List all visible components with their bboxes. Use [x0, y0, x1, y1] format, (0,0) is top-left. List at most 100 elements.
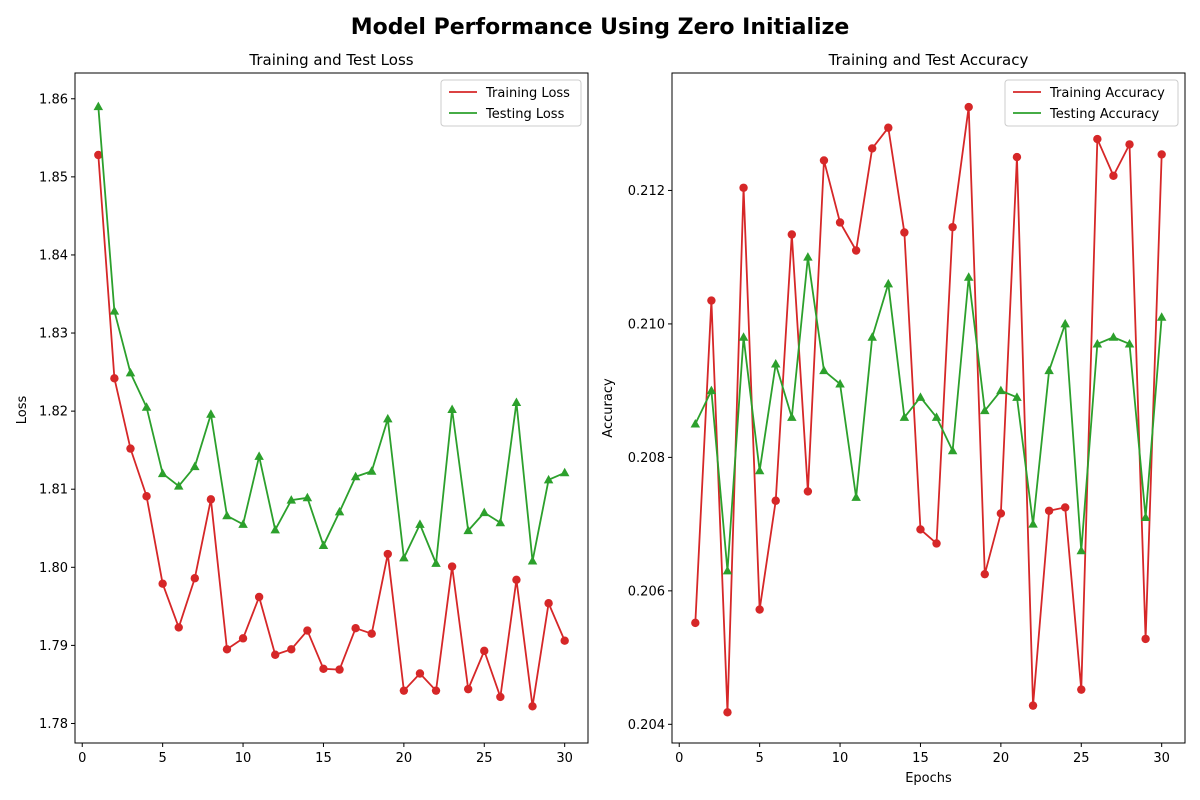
training-loss-point: [238, 634, 248, 643]
testing-loss-point: [270, 524, 280, 534]
training-loss-point: [287, 645, 296, 654]
training-loss-point: [158, 579, 167, 588]
loss-x-tick-label: 5: [159, 751, 167, 766]
testing-loss-point: [399, 552, 409, 562]
training-loss-point: [431, 686, 441, 695]
training-accuracy-line: [694, 106, 1163, 714]
accuracy-legend: Training Accuracy Testing Accuracy: [1004, 79, 1179, 127]
training-accuracy-point: [1125, 140, 1134, 149]
testing-accuracy-point: [803, 252, 813, 261]
testing-accuracy-point: [754, 465, 765, 475]
testing-loss-point: [334, 506, 345, 516]
accuracy-plot-area: [690, 102, 1167, 717]
accuracy-y-tick-label: 0.212: [628, 184, 665, 199]
testing-accuracy-point: [1012, 392, 1022, 401]
training-loss-point: [496, 692, 505, 702]
testing-accuracy-point: [980, 405, 990, 415]
training-accuracy-point: [1077, 685, 1086, 694]
training-accuracy-point: [1012, 152, 1022, 162]
training-loss-point: [367, 629, 376, 638]
training-accuracy-point: [755, 605, 764, 614]
loss-y-tick-label: 1.80: [39, 561, 68, 576]
testing-accuracy-point: [690, 419, 701, 428]
testing-loss-point: [93, 101, 104, 111]
testing-accuracy-point: [706, 385, 717, 395]
training-accuracy-point: [884, 123, 893, 132]
accuracy-x-tick-label: 30: [1153, 751, 1170, 766]
testing-accuracy-point: [851, 492, 861, 501]
training-accuracy-point: [948, 222, 957, 232]
testing-accuracy-point: [1108, 332, 1119, 341]
training-loss-point: [528, 702, 537, 711]
training-accuracy-point: [835, 218, 845, 227]
loss-x-tick-label: 0: [78, 751, 86, 766]
testing-accuracy-point: [787, 412, 797, 421]
loss-plot-area: [93, 101, 570, 711]
accuracy-x-tick-label: 20: [993, 751, 1010, 766]
testing-loss-point: [222, 510, 232, 520]
figure-suptitle: Model Performance Using Zero Initialize: [351, 15, 850, 40]
accuracy-x-tick-label: 25: [1073, 751, 1090, 766]
loss-y-tick-label: 1.81: [39, 483, 68, 498]
training-loss-point: [480, 646, 489, 656]
training-accuracy-point: [996, 509, 1006, 518]
loss-x-ticks: 0 5 10 15 20 25 30: [78, 743, 573, 766]
training-loss-point: [271, 650, 280, 659]
testing-loss-point: [238, 519, 248, 528]
testing-loss-point: [157, 468, 168, 478]
accuracy-x-tick-label: 15: [912, 751, 929, 766]
testing-accuracy-point: [1156, 312, 1167, 321]
testing-loss-point: [302, 492, 313, 502]
training-loss-point: [447, 562, 457, 571]
accuracy-y-tick-label: 0.206: [628, 584, 665, 599]
accuracy-legend-training-label: Training Accuracy: [1049, 86, 1165, 101]
loss-x-tick-label: 15: [315, 751, 332, 766]
testing-accuracy-point: [1140, 512, 1151, 521]
loss-chart: Training and Test Loss 1.781.791.801.811…: [15, 51, 589, 766]
testing-loss-point: [254, 451, 264, 460]
testing-accuracy-point: [931, 412, 942, 421]
training-loss-point: [303, 626, 312, 635]
training-accuracy-point: [916, 525, 925, 534]
loss-y-tick-label: 1.82: [39, 405, 68, 420]
training-loss-point: [254, 592, 264, 602]
testing-accuracy-point: [867, 332, 877, 341]
accuracy-x-axis-label: Epochs: [905, 771, 952, 786]
accuracy-x-tick-label: 5: [756, 751, 764, 766]
testing-accuracy-point: [722, 565, 733, 575]
loss-y-tick-label: 1.83: [39, 327, 68, 342]
training-accuracy-point: [868, 144, 877, 153]
training-loss-point: [126, 444, 135, 453]
loss-y-tick-label: 1.86: [39, 92, 68, 107]
testing-accuracy-point: [1044, 365, 1054, 375]
testing-accuracy-point: [883, 278, 894, 288]
training-accuracy-point: [964, 102, 973, 112]
testing-loss-point: [447, 404, 457, 414]
training-accuracy-point: [851, 246, 861, 255]
testing-accuracy-point: [1060, 318, 1070, 328]
testing-loss-point: [415, 519, 425, 528]
testing-loss-point: [190, 461, 200, 471]
loss-y-axis-label: Loss: [15, 396, 30, 425]
testing-accuracy-point: [819, 365, 829, 375]
testing-accuracy-point: [963, 272, 974, 281]
testing-loss-point: [431, 558, 441, 567]
testing-loss-point: [206, 409, 216, 418]
training-accuracy-point: [707, 296, 716, 305]
testing-loss-point: [463, 525, 473, 535]
testing-loss-point: [527, 556, 538, 565]
training-loss-point: [174, 623, 183, 632]
loss-legend: Training Loss Testing Loss: [440, 79, 582, 127]
training-loss-point: [512, 575, 521, 584]
testing-accuracy-point: [996, 385, 1006, 395]
training-loss-point: [399, 686, 409, 695]
accuracy-axes-frame: [671, 72, 1186, 744]
testing-accuracy-point: [899, 412, 910, 421]
training-accuracy-point: [691, 618, 700, 628]
loss-y-tick-label: 1.84: [39, 248, 68, 263]
training-loss-point: [544, 599, 553, 608]
accuracy-y-axis-label: Accuracy: [601, 378, 616, 438]
testing-loss-point: [559, 467, 570, 477]
testing-accuracy-point: [1076, 545, 1087, 555]
